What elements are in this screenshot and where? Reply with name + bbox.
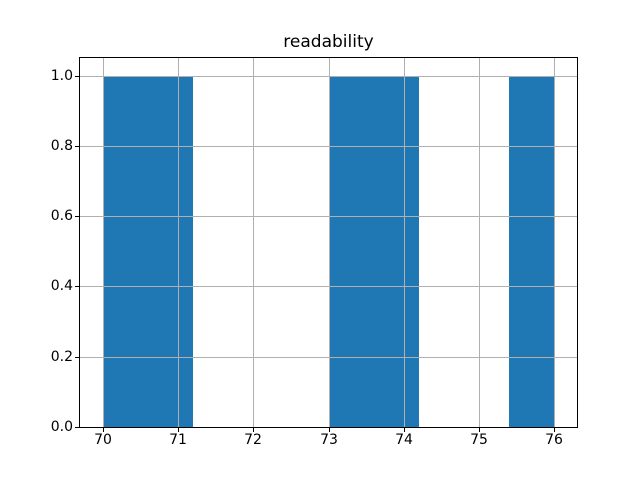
x-tick-label: 72: [244, 432, 262, 448]
histogram-bar: [329, 76, 374, 427]
x-tick-label: 70: [94, 432, 112, 448]
histogram-bar: [103, 76, 148, 427]
gridline-horizontal: [80, 357, 577, 358]
y-tick-mark: [75, 427, 79, 428]
x-tick-mark: [404, 428, 405, 432]
gridline-vertical: [253, 58, 254, 427]
y-tick-mark: [75, 357, 79, 358]
x-tick-label: 71: [169, 432, 187, 448]
x-tick-mark: [479, 428, 480, 432]
gridline-vertical: [554, 58, 555, 427]
gridline-vertical: [404, 58, 405, 427]
gridline-vertical: [329, 58, 330, 427]
gridline-horizontal: [80, 427, 577, 428]
y-tick-label: 0.6: [50, 208, 73, 224]
ticks-layer: [75, 58, 577, 432]
gridline-horizontal: [80, 286, 577, 287]
bars-layer: [80, 58, 577, 427]
grid-layer: [80, 58, 577, 428]
gridline-vertical: [479, 58, 480, 427]
y-tick-label: 0.4: [50, 278, 73, 294]
x-tick-mark: [178, 428, 179, 432]
x-tick-mark: [253, 428, 254, 432]
y-tick-mark: [75, 216, 79, 217]
histogram-bar: [148, 76, 193, 427]
y-tick-mark: [75, 146, 79, 147]
histogram-bar: [509, 76, 554, 427]
x-tick-mark: [329, 428, 330, 432]
y-tick-label: 1.0: [50, 68, 73, 84]
x-tick-label: 76: [545, 432, 563, 448]
y-tick-label: 0.2: [50, 349, 73, 365]
x-tick-mark: [103, 428, 104, 432]
gridline-horizontal: [80, 146, 577, 147]
x-tick-label: 74: [395, 432, 413, 448]
gridline-vertical: [103, 58, 104, 427]
y-tick-mark: [75, 286, 79, 287]
chart-title: readability: [283, 32, 374, 52]
x-tick-mark: [554, 428, 555, 432]
x-tick-label: 73: [320, 432, 338, 448]
labels-layer: 70 71 72 73 74 75 76 0.0 0.2 0.4 0.6 0.8 1.0: [51, 58, 577, 448]
x-tick-label: 75: [470, 432, 488, 448]
histogram-bar: [374, 76, 419, 427]
plot-area: 70 71 72 73 74 75 76 0.0 0.2 0.4 0.6 0.8 1.0: [51, 57, 578, 448]
y-tick-mark: [75, 76, 79, 77]
gridline-horizontal: [80, 216, 577, 217]
gridline-vertical: [178, 58, 179, 427]
gridline-horizontal: [80, 76, 577, 77]
y-tick-label: 0.0: [50, 419, 73, 435]
y-tick-label: 0.8: [50, 138, 73, 154]
